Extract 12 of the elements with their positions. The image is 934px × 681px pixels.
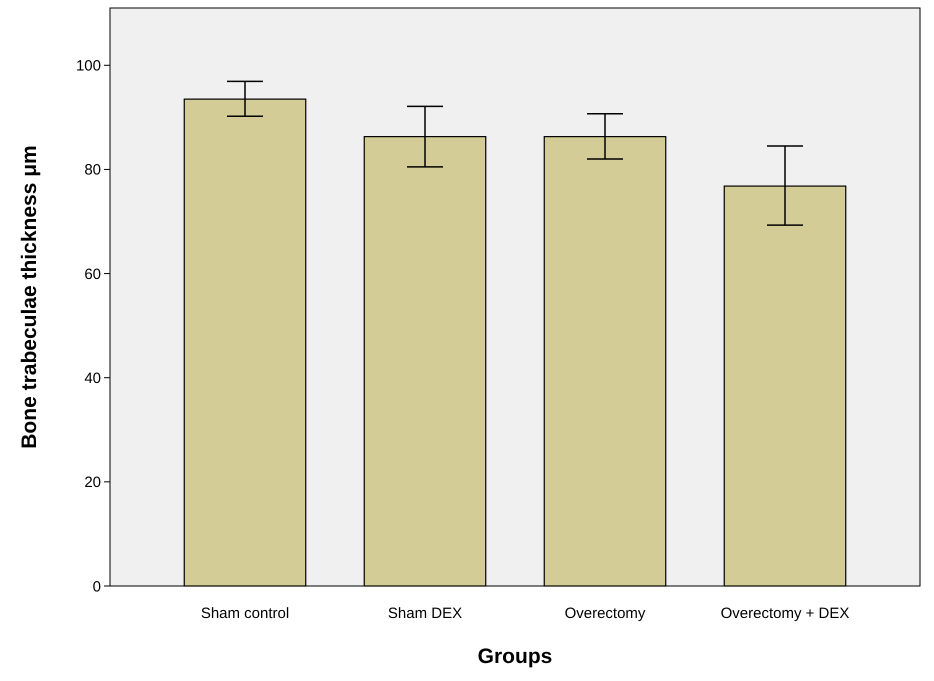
x-axis-title: Groups [478,645,552,668]
x-tick-label: Overectomy [564,605,646,622]
x-tick-label: Sham DEX [388,605,462,622]
y-axis-title: Bone trabeculae thickness μm [18,145,41,449]
y-tick-label: 60 [84,266,101,283]
y-tick-label: 0 [92,578,101,596]
y-tick-label: 100 [76,58,101,75]
y-tick-label: 40 [84,370,101,387]
y-tick-label: 20 [84,474,101,492]
x-tick-label: Sham control [200,605,290,622]
y-tick-label: 80 [84,162,101,179]
x-tick-label: Overectomy + DEX [720,605,850,622]
